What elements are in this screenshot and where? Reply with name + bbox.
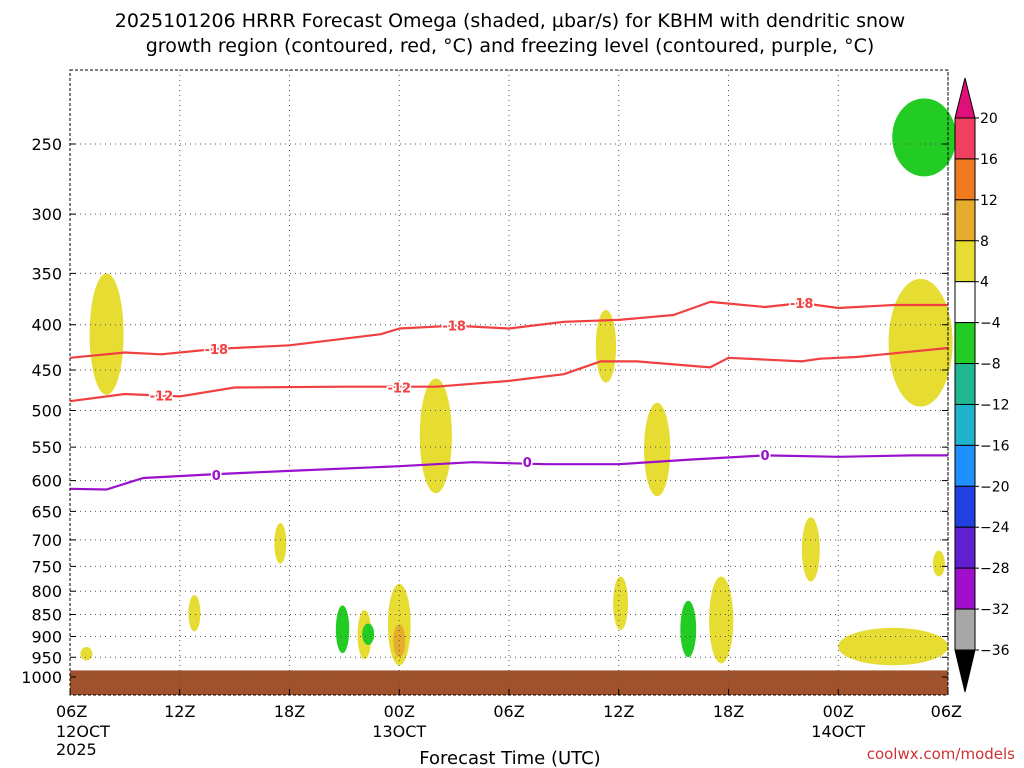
contour-label-2-1: 0 [523, 456, 532, 471]
colorbar-label-8: −16 [980, 438, 1010, 454]
y-tick-label-850: 850 [31, 606, 62, 625]
colorbar-swatch-10 [954, 526, 976, 569]
colorbar: 20 16 12 8 4 −4 −8 −12 −16 −20 −24 −28 −32 −36 [954, 77, 1010, 693]
y-tick-label-400: 400 [31, 316, 62, 335]
x-axis-label: Forecast Time (UTC) [419, 748, 600, 768]
y-tick-label-1000: 1000 [21, 668, 62, 687]
plot-frame [69, 69, 949, 696]
x-tick-label-3: 00Z [384, 702, 415, 721]
shaded-region-2 [188, 595, 201, 632]
contour-label-1-0: -12 [150, 390, 174, 405]
shaded-region-12 [801, 517, 820, 582]
colorbar-label-2: 12 [980, 193, 998, 209]
colorbar-label-6: −8 [980, 357, 1001, 373]
x-tick-label-6: 18Z [713, 702, 744, 721]
shaded-region-16 [335, 605, 350, 654]
shaded-region-19 [892, 98, 957, 177]
colorbar-label-9: −20 [980, 479, 1010, 495]
colorbar-label-11: −28 [980, 561, 1010, 577]
shaded-region-9 [644, 402, 671, 497]
colorbar-swatch-11 [954, 567, 976, 610]
shaded-region-13 [838, 627, 949, 666]
shaded-region-11 [709, 576, 734, 664]
x-tick-label-8: 06Z [931, 702, 962, 721]
contour-label-0-1: -18 [442, 320, 466, 335]
colorbar-label-10: −24 [980, 520, 1010, 536]
contour-label-2-2: 0 [761, 449, 770, 464]
x-tick-label-2: 18Z [274, 702, 305, 721]
x-tick-label-1: 12Z [164, 702, 195, 721]
chart-title-line-2: growth region (contoured, red, °C) and f… [146, 35, 875, 57]
contour-label-1-1: -12 [388, 382, 412, 397]
colorbar-label-1: 16 [980, 152, 998, 168]
colorbar-swatch-7 [954, 403, 976, 446]
y-tick-label-450: 450 [31, 361, 62, 380]
shaded-region-15 [932, 550, 945, 577]
contour-label-0-2: -18 [790, 297, 814, 312]
x-tick-date-0: 12OCT [56, 722, 110, 741]
y-tick-label-650: 650 [31, 502, 62, 521]
shaded-region-7 [419, 378, 452, 494]
colorbar-swatch-9 [954, 485, 976, 528]
colorbar-label-5: −4 [980, 316, 1001, 332]
x-tick-label-0: 06Z [56, 702, 87, 721]
y-tick-label-900: 900 [31, 627, 62, 646]
colorbar-label-4: 4 [980, 275, 989, 291]
omega-shading [80, 98, 957, 666]
gridlines [69, 70, 949, 695]
y-tick-label-800: 800 [31, 582, 62, 601]
colorbar-swatch-0 [954, 117, 976, 160]
colorbar-bottom-arrow [954, 649, 976, 693]
y-tick-label-700: 700 [31, 531, 62, 550]
contour-label-0-0: -18 [205, 343, 229, 358]
shaded-region-0 [89, 273, 124, 395]
contour-line-1 [69, 346, 949, 403]
contour-line-0 [69, 300, 948, 359]
colorbar-swatch-2 [954, 199, 976, 242]
colorbar-top-arrow [954, 77, 976, 119]
y-tick-label-500: 500 [31, 402, 62, 421]
colorbar-swatch-6 [954, 363, 976, 405]
shaded-region-10 [613, 576, 629, 631]
colorbar-swatch-4 [954, 281, 976, 324]
colorbar-label-13: −36 [980, 643, 1010, 659]
x-tick-year-0: 2025 [56, 740, 97, 759]
colorbar-label-7: −12 [980, 397, 1010, 413]
x-tick-date-3: 13OCT [372, 722, 426, 741]
colorbar-swatch-12 [954, 608, 976, 651]
colorbar-label-12: −32 [980, 602, 1010, 618]
y-tick-label-350: 350 [31, 264, 62, 283]
shaded-region-18 [680, 600, 697, 658]
shaded-region-3 [274, 523, 287, 564]
colorbar-label-3: 8 [980, 234, 989, 250]
x-tick-date-7: 14OCT [811, 722, 865, 741]
colorbar-swatch-1 [954, 158, 976, 201]
shaded-region-14 [888, 278, 953, 407]
x-tick-label-7: 00Z [823, 702, 854, 721]
y-tick-label-550: 550 [31, 438, 62, 457]
x-tick-label-4: 06Z [493, 702, 524, 721]
shaded-region-8 [595, 310, 617, 383]
shaded-region-1 [80, 647, 93, 661]
y-axis-ticks: 250 300 350 400 450 500 550 600 650 700 750 800 850 9… [21, 135, 948, 687]
colorbar-swatch-3 [954, 240, 976, 283]
colorbar-swatch-5 [954, 322, 976, 365]
chart-title-line-1: 2025101206 HRRR Forecast Omega (shaded, … [115, 10, 905, 32]
x-tick-label-5: 12Z [603, 702, 634, 721]
contour-line-2 [69, 454, 948, 491]
colorbar-label-0: 20 [980, 111, 998, 127]
shaded-region-17 [362, 623, 375, 645]
temperature-contours: -18 -18 -18 -12 -12 0 0 0 [69, 295, 949, 491]
contour-label-2-0: 0 [212, 469, 221, 484]
y-tick-label-300: 300 [31, 205, 62, 224]
colorbar-swatch-8 [954, 444, 976, 487]
y-tick-label-250: 250 [31, 135, 62, 154]
y-tick-label-600: 600 [31, 472, 62, 491]
y-tick-label-950: 950 [31, 648, 62, 667]
y-tick-label-750: 750 [31, 557, 62, 576]
source-credit: coolwx.com/models [867, 745, 1015, 763]
